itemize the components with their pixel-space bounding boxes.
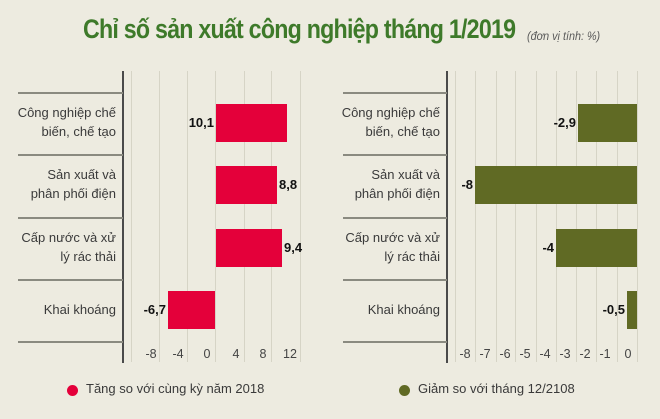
x-tick: -4 [172, 347, 184, 361]
y-axis-line [122, 71, 124, 363]
gridline [187, 71, 188, 362]
value-label: 10,1 [188, 115, 214, 130]
bar-decrease [556, 229, 637, 267]
category-label: Cấp nước và xử lý rác thải [21, 230, 116, 264]
x-tick: -4 [539, 347, 551, 361]
legend-dot-red-icon [67, 385, 78, 396]
value-label: -6,7 [143, 302, 166, 317]
bar-increase [216, 104, 287, 142]
gridline [131, 71, 132, 362]
x-tick: 12 [283, 347, 297, 361]
x-tick: 0 [624, 347, 632, 361]
gridline [617, 71, 618, 362]
x-tick: -2 [579, 347, 591, 361]
category-label: Công nghiệp chế biến, chế tạo [341, 105, 440, 139]
legend-dot-green-icon [399, 385, 410, 396]
value-label: 8,8 [279, 177, 298, 192]
y-axis-line [446, 71, 448, 363]
bar-increase [216, 229, 282, 267]
gridline [496, 71, 497, 362]
chart-title: Chỉ số sản xuất công nghiệp tháng 1/2019 [83, 14, 516, 44]
gridline [300, 71, 301, 362]
category-label: Cấp nước và xử lý rác thải [345, 230, 440, 264]
x-tick: -5 [519, 347, 531, 361]
x-tick: -6 [499, 347, 511, 361]
category-label: Công nghiệp chế biến, chế tạo [17, 105, 116, 139]
x-tick: -1 [599, 347, 611, 361]
gridline [637, 71, 638, 362]
category-label: Sản xuất và phân phối điện [354, 167, 440, 201]
gridline [159, 71, 160, 362]
value-label: -4 [542, 240, 554, 255]
category-separator [18, 92, 123, 94]
x-tick: 4 [232, 347, 240, 361]
category-label: Khai khoáng [367, 302, 440, 317]
gridline [271, 71, 272, 362]
gridline [455, 71, 456, 362]
unit-note: (đơn vị tính: %) [527, 29, 601, 43]
bar-decrease [627, 291, 637, 329]
value-label: -8 [461, 177, 473, 192]
bar-decrease [475, 166, 637, 204]
gridline [536, 71, 537, 362]
category-separator [343, 341, 447, 343]
gridline [556, 71, 557, 362]
gridline [244, 71, 245, 362]
value-label: -2,9 [553, 115, 576, 130]
x-tick: -8 [459, 347, 471, 361]
category-separator [343, 217, 447, 219]
category-separator [343, 92, 447, 94]
chart-header: Chỉ số sản xuất công nghiệp tháng 1/2019… [0, 14, 660, 54]
x-tick: -7 [479, 347, 491, 361]
bar-increase [216, 166, 277, 204]
value-label: -0,5 [602, 302, 625, 317]
x-tick: 0 [203, 347, 211, 361]
category-separator [18, 154, 123, 156]
bar-increase [168, 291, 215, 329]
gridline [215, 71, 216, 362]
category-separator [343, 154, 447, 156]
category-label: Sản xuất và phân phối điện [30, 167, 116, 201]
category-separator [343, 279, 447, 281]
gridline [576, 71, 577, 362]
bar-decrease [578, 104, 637, 142]
gridline [515, 71, 516, 362]
category-separator [18, 279, 123, 281]
x-tick: -8 [145, 347, 157, 361]
gridline [475, 71, 476, 362]
x-tick: 8 [259, 347, 267, 361]
category-label: Khai khoáng [43, 302, 116, 317]
gridline [596, 71, 597, 362]
x-tick: -3 [559, 347, 571, 361]
category-separator [18, 341, 123, 343]
category-separator [18, 217, 123, 219]
value-label: 9,4 [284, 240, 303, 255]
